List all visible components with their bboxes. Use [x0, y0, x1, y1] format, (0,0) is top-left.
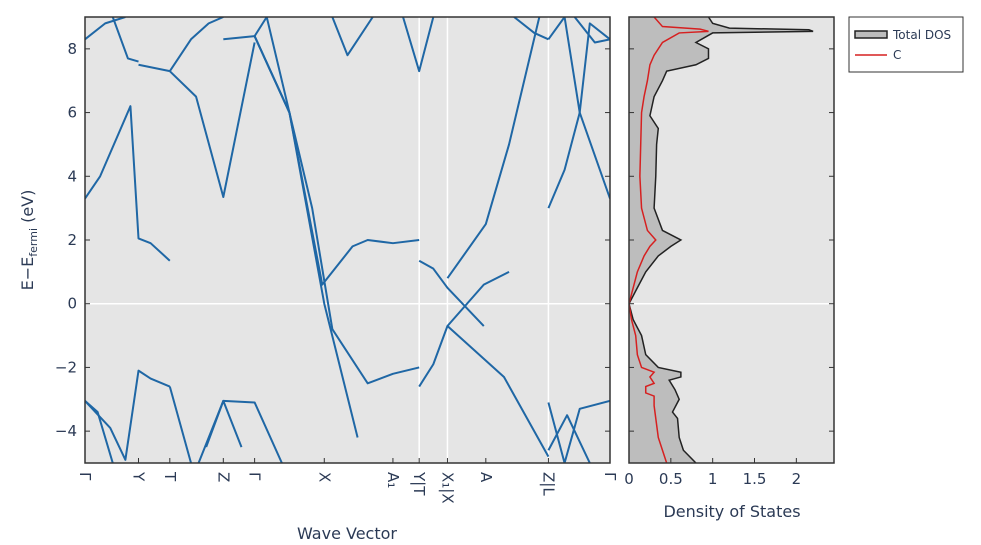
band-line-9: [169, 42, 256, 198]
band-line-10: [168, 17, 224, 72]
kpoint-label-4: Γ: [246, 472, 264, 481]
band-y-tick-label: 2: [67, 231, 77, 249]
kpoint-label-0: Γ: [76, 472, 94, 481]
band-line-8: [138, 63, 171, 73]
band-y-tick-label: 4: [67, 167, 77, 185]
band-y-tick-label: −4: [55, 422, 77, 440]
total-dos-fill: [629, 17, 814, 463]
kpoint-label-10: Z|L: [539, 472, 557, 496]
band-line-2: [168, 386, 192, 463]
kpoint-label-7: Y|T: [410, 471, 428, 496]
band-x-axis-label: Wave Vector: [297, 524, 397, 543]
band-line-21: [513, 17, 549, 41]
band-y-tick-label: 6: [67, 104, 77, 122]
legend-label-c: C: [893, 48, 901, 62]
band-y-tick-label: 0: [67, 295, 77, 313]
band-line-6: [85, 17, 126, 41]
kpoint-label-2: T: [161, 471, 179, 482]
band-line-1: [85, 400, 114, 463]
band-line-16: [402, 17, 435, 73]
band-line-15: [331, 17, 374, 57]
dos-x-tick-label: 0: [624, 470, 634, 488]
band-y-axis-label: E−Efermi (eV): [18, 190, 40, 291]
band-y-tick-label: 8: [67, 40, 77, 58]
total-dos-line: [629, 17, 814, 463]
band-line-25: [547, 22, 610, 209]
dos-x-tick-label: 1: [708, 470, 718, 488]
band-line-19: [446, 325, 550, 458]
kpoint-label-1: Y: [130, 471, 148, 482]
band-line-23: [547, 414, 591, 463]
kpoint-label-9: A: [477, 472, 495, 483]
band-panel: −4 −2 0 2 4 6 8 Γ Y T Z Γ X A₁ Y|T X₁|X A Z|L Γ Wave Vect…: [18, 16, 619, 543]
dos-y-ticks: [629, 48, 834, 432]
legend-box: [848, 16, 964, 73]
band-line-24: [547, 17, 610, 199]
dos-x-ticks: 0 0.5 1 1.5 2: [624, 458, 801, 488]
band-line-7: [111, 17, 139, 63]
band-line-26: [573, 17, 610, 44]
band-series-group: [85, 17, 610, 463]
kpoint-label-8: X₁|X: [438, 472, 456, 504]
band-line-5: [85, 105, 171, 262]
dos-panel: 0 0.5 1 1.5 2 Density of States: [624, 16, 835, 521]
band-line-14: [253, 35, 420, 385]
legend: Total DOS C: [848, 16, 964, 73]
legend-item-c: C: [855, 48, 901, 62]
band-y-tick-label: −2: [55, 358, 77, 376]
kpoint-label-11: Γ: [601, 472, 619, 481]
legend-item-total-dos: Total DOS: [854, 28, 951, 42]
dos-x-tick-label: 0.5: [659, 470, 683, 488]
kpoint-label-6: A₁: [384, 472, 402, 488]
band-y-ticks: −4 −2 0 2 4 6 8: [55, 40, 610, 440]
dos-x-tick-label: 1.5: [743, 470, 767, 488]
dos-x-axis-label: Density of States: [663, 502, 800, 521]
band-line-22: [547, 399, 610, 463]
dos-series-group: [629, 17, 814, 463]
kpoint-label-3: Z: [214, 472, 232, 482]
band-line-0: [85, 369, 171, 461]
band-x-ticks: Γ Y T Z Γ X A₁ Y|T X₁|X A Z|L Γ: [76, 458, 619, 504]
legend-swatch-total-dos: [854, 30, 888, 39]
c-dos-line: [629, 17, 709, 463]
kpoint-label-5: X: [315, 472, 333, 482]
band-line-20: [446, 17, 541, 279]
dos-x-tick-label: 2: [792, 470, 802, 488]
legend-label-total-dos: Total DOS: [892, 28, 951, 42]
band-line-17: [418, 259, 485, 327]
band-line-4: [205, 399, 243, 448]
